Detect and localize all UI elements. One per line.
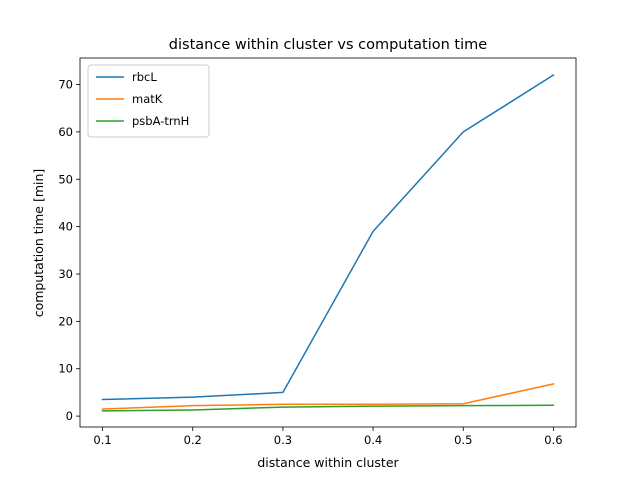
x-tick-label: 0.1 [93,433,111,447]
legend-label: psbA-trnH [132,114,189,128]
y-tick-label: 30 [58,267,73,281]
legend-label: matK [132,92,163,106]
axes-frame [79,57,577,428]
y-axis-label: computation time [min] [31,169,46,318]
series-line-psba-trnh [101,404,555,412]
y-tick-label: 0 [66,409,73,423]
series-line-rbcl [101,74,555,401]
x-axis-label: distance within cluster [257,455,399,470]
y-tick-label: 10 [58,362,73,376]
legend-label: rbcL [132,70,157,84]
series-line-matk [101,382,555,410]
x-tick-label: 0.2 [184,433,202,447]
y-tick-label: 70 [58,78,73,92]
x-tick-label: 0.4 [364,433,382,447]
y-tick-label: 60 [58,125,73,139]
plot-area: 0.1 0.2 0.3 0.4 0.5 0.6 0 10 20 30 40 50 60 70 rbcL mat… [58,57,577,447]
x-tick-label: 0.6 [544,433,562,447]
y-tick-label: 50 [58,172,73,186]
legend-box [87,64,210,138]
chart-title: distance within cluster vs computation t… [169,37,487,53]
x-tick-label: 0.3 [274,433,292,447]
x-tick-label: 0.5 [454,433,472,447]
y-tick-label: 20 [58,314,73,328]
y-tick-label: 40 [58,220,73,234]
legend: rbcL matK psbA-trnH [87,64,210,138]
